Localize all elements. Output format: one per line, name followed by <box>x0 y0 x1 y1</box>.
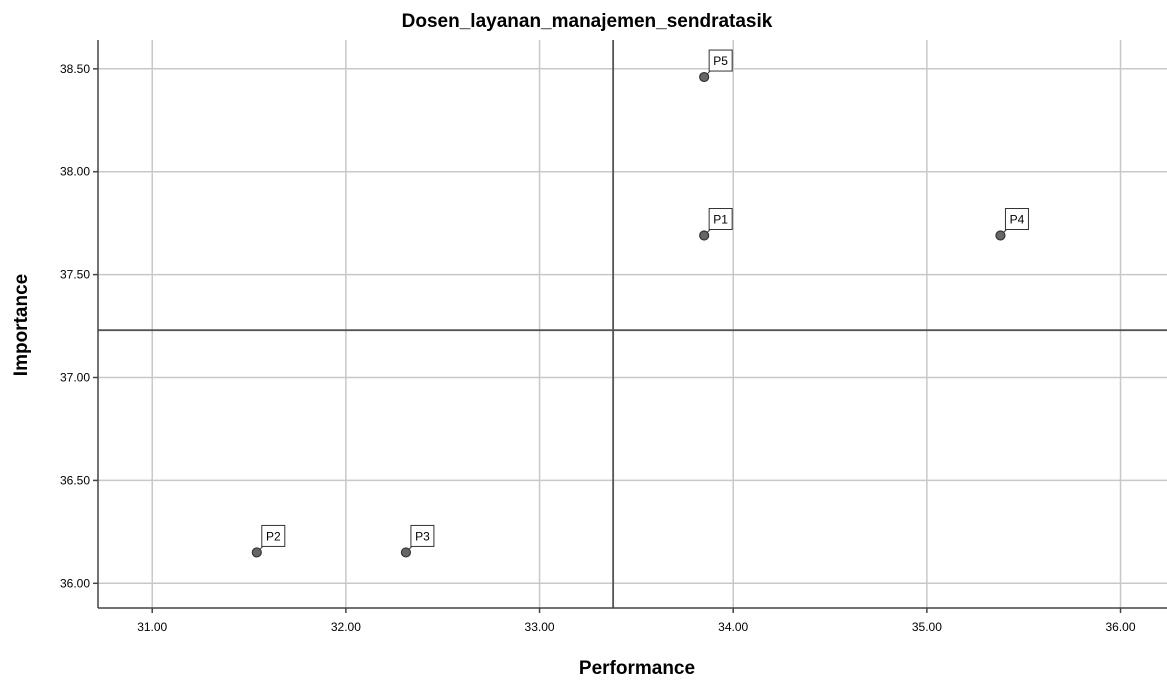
data-point-p4: P4 <box>995 208 1029 241</box>
x-tick-label: 31.00 <box>137 620 167 634</box>
y-tick-label: 37.50 <box>60 268 90 282</box>
point-marker <box>699 230 710 241</box>
point-label-box <box>708 208 733 231</box>
point-label: P1 <box>713 213 728 227</box>
x-tick-label: 35.00 <box>912 620 942 634</box>
data-point-p1: P1 <box>699 208 733 241</box>
tick-labels: 31.00 32.00 33.00 34.00 35.00 36.00 36.00 36.50… <box>60 62 1136 634</box>
y-tick-label: 37.00 <box>60 371 90 385</box>
x-tick-label: 32.00 <box>331 620 361 634</box>
axes <box>93 40 1167 613</box>
point-label: P4 <box>1010 213 1025 227</box>
data-point-p2: P2 <box>251 524 286 558</box>
x-tick-label: 36.00 <box>1106 620 1136 634</box>
chart-title: Dosen_layanan_manajemen_sendratasik <box>402 11 773 32</box>
point-marker <box>699 71 710 83</box>
y-axis-label: Importance <box>11 274 32 376</box>
point-label-box <box>1004 208 1029 231</box>
x-tick-label: 34.00 <box>718 620 748 634</box>
point-label: P5 <box>713 54 728 68</box>
data-point-p5: P5 <box>699 49 733 83</box>
data-point-p3: P3 <box>400 524 435 558</box>
point-marker <box>251 547 262 558</box>
y-tick-label: 38.00 <box>60 165 90 179</box>
point-label: P2 <box>266 529 281 543</box>
data-points: P1 P2 P3 P4 P5 <box>251 49 1029 558</box>
x-tick-label: 33.00 <box>525 620 555 634</box>
y-tick-label: 38.50 <box>60 62 90 76</box>
y-tick-label: 36.00 <box>60 576 90 590</box>
reference-lines <box>98 40 1167 608</box>
x-axis-label: Performance <box>579 658 695 679</box>
grid <box>98 40 1167 608</box>
point-label-box <box>708 49 733 72</box>
point-label: P3 <box>415 529 430 543</box>
point-marker <box>995 230 1006 241</box>
y-tick-label: 36.50 <box>60 473 90 487</box>
point-label-box <box>261 524 286 547</box>
point-marker <box>400 547 412 558</box>
point-label-box <box>410 524 435 547</box>
